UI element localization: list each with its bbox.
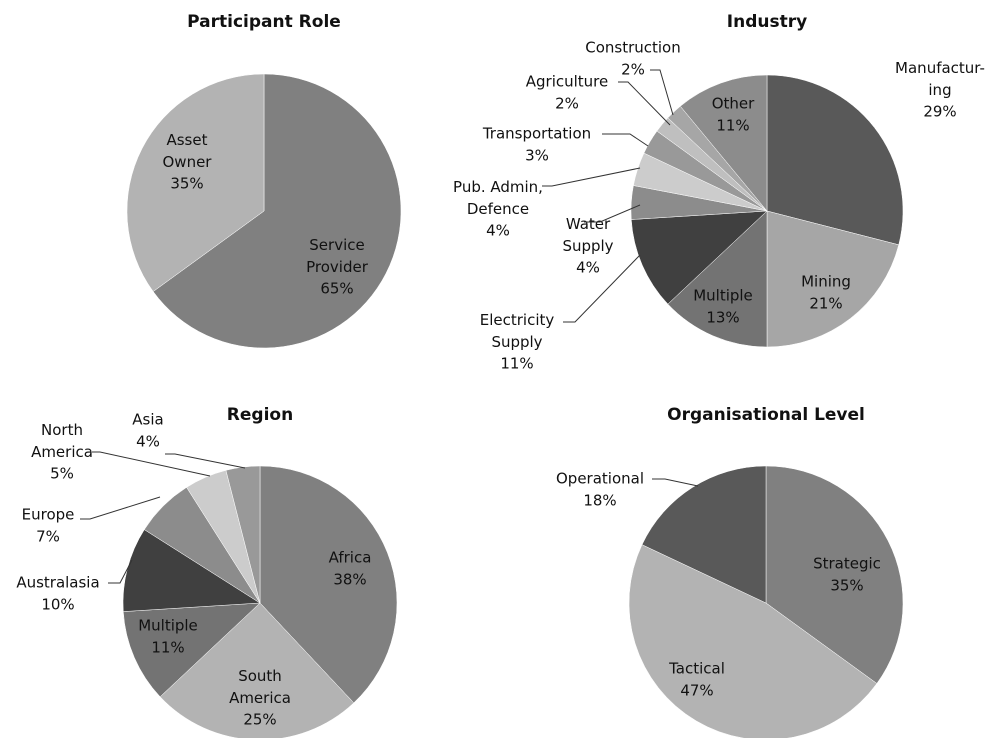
slice-value-label: 3% bbox=[525, 147, 549, 165]
pie-slice bbox=[259, 465, 398, 704]
leader-line bbox=[584, 204, 641, 223]
slice-label: Operational bbox=[556, 470, 644, 488]
slice-value-label: 2% bbox=[621, 61, 645, 79]
chart-title: Industry bbox=[727, 12, 807, 32]
slice-label: Africa bbox=[329, 549, 372, 567]
slice-value-label: 29% bbox=[923, 103, 956, 121]
slice-label: Multiple bbox=[693, 287, 753, 305]
leader-line bbox=[108, 559, 133, 584]
slice-value-label: 18% bbox=[583, 492, 616, 510]
leader-line bbox=[563, 254, 641, 323]
slice-value-label: 38% bbox=[333, 571, 366, 589]
slice-label: Transportation bbox=[482, 125, 591, 143]
slice-label: Asset Owner bbox=[163, 131, 213, 171]
slice-label: Australasia bbox=[16, 574, 99, 592]
slice-label: North America bbox=[31, 421, 93, 461]
leader-line bbox=[652, 478, 699, 487]
slice-value-label: 10% bbox=[41, 596, 74, 614]
leader-line bbox=[165, 453, 246, 469]
slice-label: Pub. Admin, Defence bbox=[453, 178, 543, 218]
slice-label: Mining bbox=[801, 273, 851, 291]
leader-line bbox=[602, 133, 649, 147]
pie-slice bbox=[126, 73, 265, 292]
pie-slice bbox=[667, 210, 768, 348]
pie-slice bbox=[765, 465, 904, 684]
slice-label: Manufactur-ing bbox=[895, 59, 985, 99]
slice-label: Electricity Supply bbox=[480, 311, 555, 351]
leader-line bbox=[542, 167, 641, 187]
pie-slice bbox=[766, 210, 900, 348]
slice-value-label: 21% bbox=[809, 295, 842, 313]
slice-label: South America bbox=[229, 667, 291, 707]
pie-slice bbox=[123, 602, 261, 698]
slice-label: Construction bbox=[585, 39, 681, 57]
slice-value-label: 5% bbox=[50, 465, 74, 483]
leader-line bbox=[80, 496, 161, 520]
chart-title: Organisational Level bbox=[667, 405, 865, 425]
slice-value-label: 47% bbox=[680, 682, 713, 700]
slice-value-label: 11% bbox=[716, 117, 749, 135]
slice-label: Agriculture bbox=[526, 73, 609, 91]
pie-slice bbox=[152, 73, 402, 349]
slice-value-label: 11% bbox=[151, 639, 184, 657]
chart-title: Region bbox=[227, 405, 293, 425]
chart-title: Participant Role bbox=[187, 12, 341, 32]
slice-value-label: 65% bbox=[320, 280, 353, 298]
slice-label: Service Provider bbox=[306, 236, 369, 276]
slice-value-label: 11% bbox=[500, 355, 533, 373]
slice-label: Other bbox=[712, 95, 755, 113]
slice-value-label: 25% bbox=[243, 711, 276, 729]
slice-label: Strategic bbox=[813, 555, 881, 573]
slice-value-label: 4% bbox=[486, 222, 510, 240]
slice-value-label: 35% bbox=[830, 577, 863, 595]
slice-value-label: 7% bbox=[36, 528, 60, 546]
slice-label: Asia bbox=[132, 411, 163, 429]
slice-value-label: 4% bbox=[576, 259, 600, 277]
pie-slice bbox=[641, 465, 767, 604]
slice-label: Europe bbox=[22, 506, 75, 524]
leader-line bbox=[92, 451, 211, 477]
slice-value-label: 4% bbox=[136, 433, 160, 451]
slice-value-label: 35% bbox=[170, 175, 203, 193]
leader-line bbox=[650, 69, 674, 116]
slice-label: Multiple bbox=[138, 617, 198, 635]
pie-slice bbox=[628, 544, 878, 741]
pie-slice bbox=[766, 74, 904, 246]
slice-label: Water Supply bbox=[562, 215, 613, 255]
pie-slice bbox=[631, 210, 768, 305]
leader-line bbox=[618, 81, 671, 126]
slice-value-label: 2% bbox=[555, 95, 579, 113]
slice-value-label: 13% bbox=[706, 309, 739, 327]
slice-label: Tactical bbox=[668, 660, 725, 678]
pie-slice bbox=[679, 74, 768, 212]
